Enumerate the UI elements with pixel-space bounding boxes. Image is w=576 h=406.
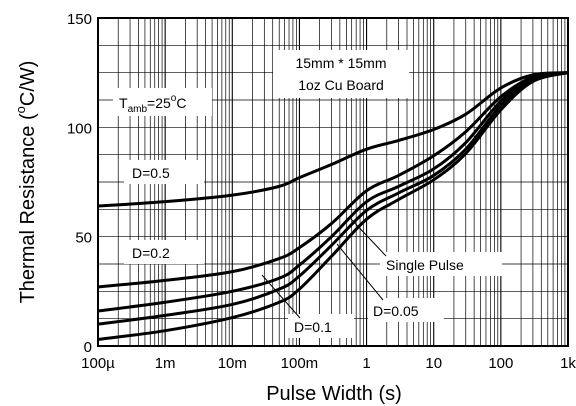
y-axis-title-end: C/W) [17, 61, 39, 107]
y-tick-labels: 0 50 100 150 [67, 11, 92, 356]
x-tick-label: 10 [425, 355, 442, 372]
label-box-d005 [368, 298, 444, 322]
series-label-d05: D=0.5 [132, 165, 170, 181]
tamb-sub: amb [128, 104, 148, 115]
series-label-d005: D=0.05 [373, 303, 419, 319]
series-line-d-0-2 [97, 71, 569, 289]
tamb-annotation: Tamb=25oC [119, 93, 186, 115]
x-tick-label: 100µ [81, 355, 115, 372]
x-tick-label: 1m [155, 355, 176, 372]
tamb-deg: o [171, 93, 177, 104]
board-annotation-line2: 1oz Cu Board [298, 77, 384, 93]
y-axis-title-main: Thermal Resistance ( [17, 113, 39, 303]
series-line-d-0-05 [97, 71, 569, 326]
tamb-C: C [176, 95, 186, 111]
x-tick-label: 1k [560, 355, 576, 372]
annotations-layer: 15mm * 15mm 1oz Cu Board Tamb=25oC D=0.5… [113, 50, 502, 338]
leader-line-d01 [261, 274, 301, 319]
series-label-d02: D=0.2 [132, 245, 170, 261]
plot-frame [97, 17, 569, 347]
series-line-single-pulse [97, 71, 569, 341]
series-line-d-0-1 [97, 71, 569, 313]
x-tick-label: 10m [218, 355, 247, 372]
y-tick-label: 0 [84, 339, 92, 356]
tamb-annotation-box [113, 88, 212, 116]
board-annotation-line1: 15mm * 15mm [295, 55, 386, 71]
y-axis-title: Thermal Resistance (oC/W) [13, 61, 39, 304]
board-annotation-box [273, 50, 409, 98]
x-axis-title: Pulse Width (s) [266, 383, 402, 405]
y-tick-label: 100 [67, 120, 92, 137]
leader-line-single-pulse [350, 218, 387, 257]
leader-line-d005 [336, 243, 384, 301]
label-box-single [380, 252, 502, 276]
x-tick-labels: 100µ 1m 10m 100m 1 10 100 1k [81, 355, 576, 372]
label-box-d05 [124, 160, 204, 184]
x-tick-label: 100m [281, 355, 319, 372]
series-label-d01: D=0.1 [294, 319, 332, 335]
x-tick-label: 100 [488, 355, 513, 372]
series-line-d-0-5 [97, 71, 569, 208]
y-tick-label: 50 [75, 230, 92, 247]
y-axis-title-sup: o [13, 106, 28, 113]
series-layer [97, 71, 569, 341]
x-tick-label: 1 [362, 355, 370, 372]
y-tick-label: 150 [67, 11, 92, 28]
series-label-single-pulse: Single Pulse [386, 257, 464, 273]
tamb-eq: =25 [147, 95, 171, 111]
label-box-d02 [124, 240, 204, 264]
label-box-d01 [288, 314, 354, 338]
tamb-T: T [119, 95, 128, 111]
